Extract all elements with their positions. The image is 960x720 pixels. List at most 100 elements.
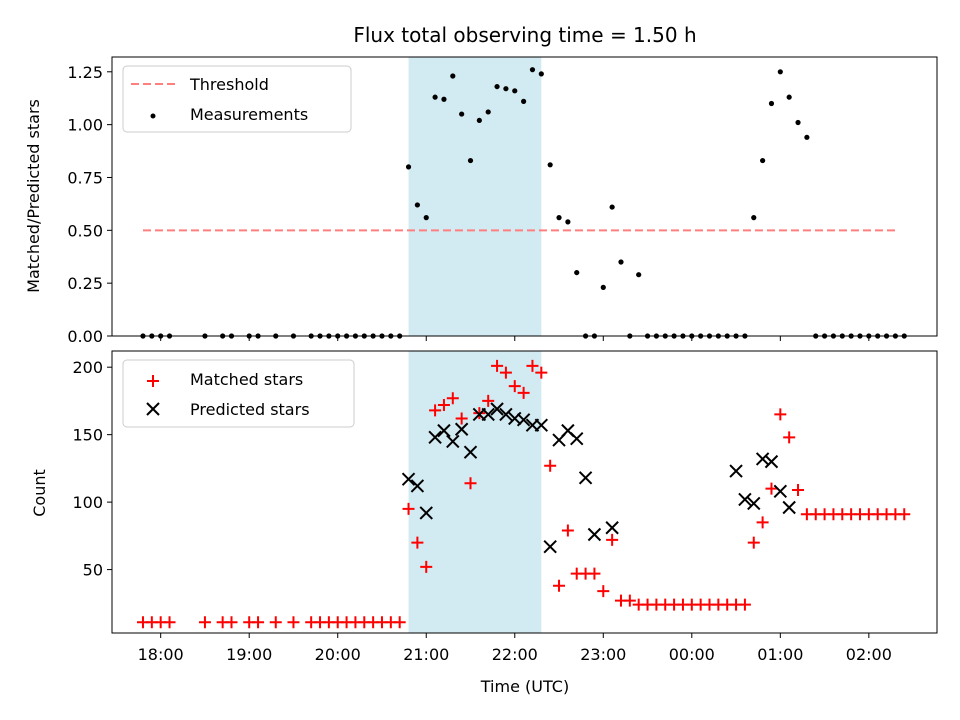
measurement-point bbox=[450, 73, 456, 79]
predicted-point bbox=[481, 407, 495, 422]
legend-measurements-label: Measurements bbox=[190, 105, 308, 124]
measurement-point bbox=[804, 134, 810, 140]
matched-point bbox=[747, 536, 760, 549]
matched-point bbox=[783, 431, 796, 444]
y-tick-label: 1.25 bbox=[67, 63, 103, 82]
predicted-point bbox=[454, 422, 469, 436]
top-shaded-span bbox=[408, 57, 542, 336]
x-tick-label: 02:00 bbox=[846, 645, 892, 664]
measurement-point bbox=[512, 88, 518, 94]
predicted-point bbox=[578, 471, 593, 485]
y-tick-label: 100 bbox=[72, 493, 103, 512]
matched-point bbox=[402, 502, 415, 515]
measurement-point bbox=[529, 67, 536, 73]
bottom-x-ticks: 18:00 19:00 20:00 21:00 22:00 23:00 00:00 01:00… bbox=[138, 633, 892, 664]
measurement-point bbox=[565, 219, 571, 225]
legend-threshold-label: Threshold bbox=[189, 75, 269, 94]
measurement-point bbox=[795, 119, 801, 126]
predicted-point bbox=[534, 418, 549, 432]
measurement-point bbox=[786, 94, 792, 100]
matched-point bbox=[606, 533, 619, 546]
predicted-point bbox=[446, 434, 460, 449]
y-tick-label: 0.50 bbox=[67, 221, 103, 240]
predicted-point bbox=[738, 492, 752, 507]
measurement-point bbox=[494, 83, 500, 90]
matched-point bbox=[553, 579, 566, 592]
predicted-point bbox=[587, 527, 602, 542]
measurement-point bbox=[405, 164, 412, 170]
matched-point bbox=[411, 536, 424, 549]
bottom-axes-frame bbox=[111, 350, 938, 634]
predicted-point bbox=[773, 484, 788, 499]
measurement-point bbox=[467, 157, 474, 164]
top-panel: 0.00 0.25 0.50 0.75 1.00 1.25 Matched/Predict… bbox=[24, 56, 938, 346]
matched-point bbox=[269, 616, 282, 629]
predicted-point bbox=[516, 413, 531, 427]
matched-point bbox=[287, 616, 300, 629]
measurement-point bbox=[574, 269, 580, 276]
predicted-point bbox=[570, 431, 584, 446]
matched-point bbox=[225, 616, 238, 629]
bottom-y-axis-label: Count bbox=[30, 469, 49, 517]
measurement-point bbox=[618, 259, 624, 265]
legend-matched-label: Matched stars bbox=[190, 370, 303, 389]
matched-point bbox=[163, 616, 176, 629]
measurement-point bbox=[636, 272, 642, 278]
predicted-point bbox=[428, 430, 442, 445]
predicted-point bbox=[782, 500, 796, 515]
matched-point bbox=[198, 616, 211, 629]
predicted-point bbox=[747, 496, 761, 511]
matched-point bbox=[437, 398, 450, 411]
legend-measurements-swatch bbox=[150, 113, 156, 119]
predicted-point bbox=[755, 452, 770, 466]
predicted-point bbox=[729, 464, 743, 478]
matched-point bbox=[517, 386, 530, 399]
matched-point bbox=[499, 366, 512, 379]
matched-point bbox=[526, 359, 539, 372]
x-tick-label: 21:00 bbox=[403, 645, 449, 664]
matched-point bbox=[464, 477, 477, 490]
top-legend: Threshold Measurements bbox=[122, 65, 352, 133]
y-tick-label: 0.25 bbox=[67, 274, 103, 293]
matched-point bbox=[544, 459, 557, 472]
matched-point bbox=[252, 616, 265, 629]
bottom-panel: 50 100 150 200 18:00 19:00 20:00 21:00 22:00 23:… bbox=[30, 350, 938, 696]
matched-point bbox=[535, 366, 548, 379]
measurement-point bbox=[600, 284, 606, 290]
measurement-point bbox=[414, 202, 420, 208]
matched-point bbox=[792, 483, 805, 496]
matched-point bbox=[738, 598, 751, 611]
top-x-ticks bbox=[160, 336, 870, 341]
measurement-point bbox=[476, 117, 482, 124]
x-tick-label: 23:00 bbox=[580, 645, 626, 664]
matched-point bbox=[429, 404, 442, 417]
legend-predicted-label: Predicted stars bbox=[190, 400, 310, 419]
predicted-point bbox=[490, 402, 504, 416]
matched-point bbox=[898, 508, 911, 521]
matched-point bbox=[393, 616, 406, 629]
matched-point bbox=[765, 482, 778, 495]
bottom-plot-marks bbox=[136, 359, 911, 629]
predicted-point bbox=[463, 445, 478, 459]
legend-predicted-swatch bbox=[146, 402, 160, 416]
matched-point bbox=[446, 392, 459, 405]
measurement-point bbox=[768, 100, 775, 107]
measurement-point bbox=[556, 215, 562, 221]
measurement-point bbox=[423, 215, 429, 221]
legend-matched-swatch bbox=[147, 375, 159, 387]
predicted-point bbox=[764, 454, 779, 469]
bottom-shaded-span bbox=[408, 351, 542, 633]
top-legend-box bbox=[122, 65, 352, 133]
predicted-point bbox=[437, 423, 451, 438]
measurement-point bbox=[521, 98, 527, 104]
measurement-point bbox=[485, 109, 491, 115]
measurement-point bbox=[441, 96, 447, 102]
measurement-point bbox=[760, 157, 766, 164]
measurement-point bbox=[459, 111, 465, 117]
y-tick-label: 150 bbox=[72, 426, 103, 445]
top-axes-frame bbox=[111, 56, 938, 337]
x-tick-label: 19:00 bbox=[226, 645, 272, 664]
y-tick-label: 1.00 bbox=[67, 116, 103, 135]
y-tick-label: 50 bbox=[83, 561, 103, 580]
x-tick-label: 20:00 bbox=[315, 645, 361, 664]
